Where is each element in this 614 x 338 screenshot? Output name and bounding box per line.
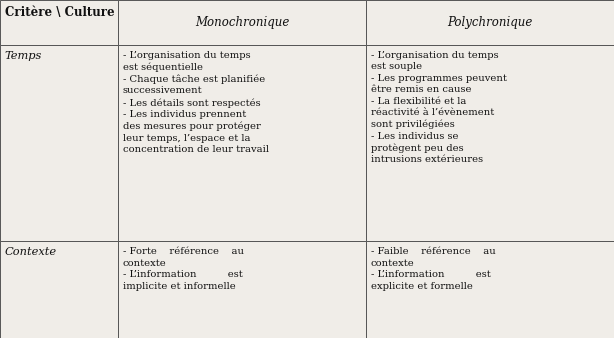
Bar — [366, 241, 614, 338]
Text: Polychronique: Polychronique — [447, 16, 533, 29]
Bar — [118, 45, 366, 241]
Text: Monochronique: Monochronique — [195, 16, 289, 29]
Bar — [118, 0, 366, 45]
Text: - Faible    référence    au
contexte
- L’information          est
explicite et f: - Faible référence au contexte - L’infor… — [371, 247, 495, 291]
Text: Temps: Temps — [5, 51, 42, 61]
Bar — [0, 241, 118, 338]
Bar — [118, 241, 366, 338]
Text: - L’organisation du temps
est séquentielle
- Chaque tâche est planifiée
successi: - L’organisation du temps est séquentiel… — [123, 51, 269, 154]
Text: Contexte: Contexte — [5, 247, 57, 258]
Bar — [366, 0, 614, 45]
Text: Critère \ Culture: Critère \ Culture — [5, 6, 115, 19]
Bar — [0, 0, 118, 45]
Bar — [0, 45, 118, 241]
Bar — [366, 45, 614, 241]
Text: - Forte    référence    au
contexte
- L’information          est
implicite et in: - Forte référence au contexte - L’inform… — [123, 247, 244, 291]
Text: - L’organisation du temps
est souple
- Les programmes peuvent
être remis en caus: - L’organisation du temps est souple - L… — [371, 51, 507, 164]
